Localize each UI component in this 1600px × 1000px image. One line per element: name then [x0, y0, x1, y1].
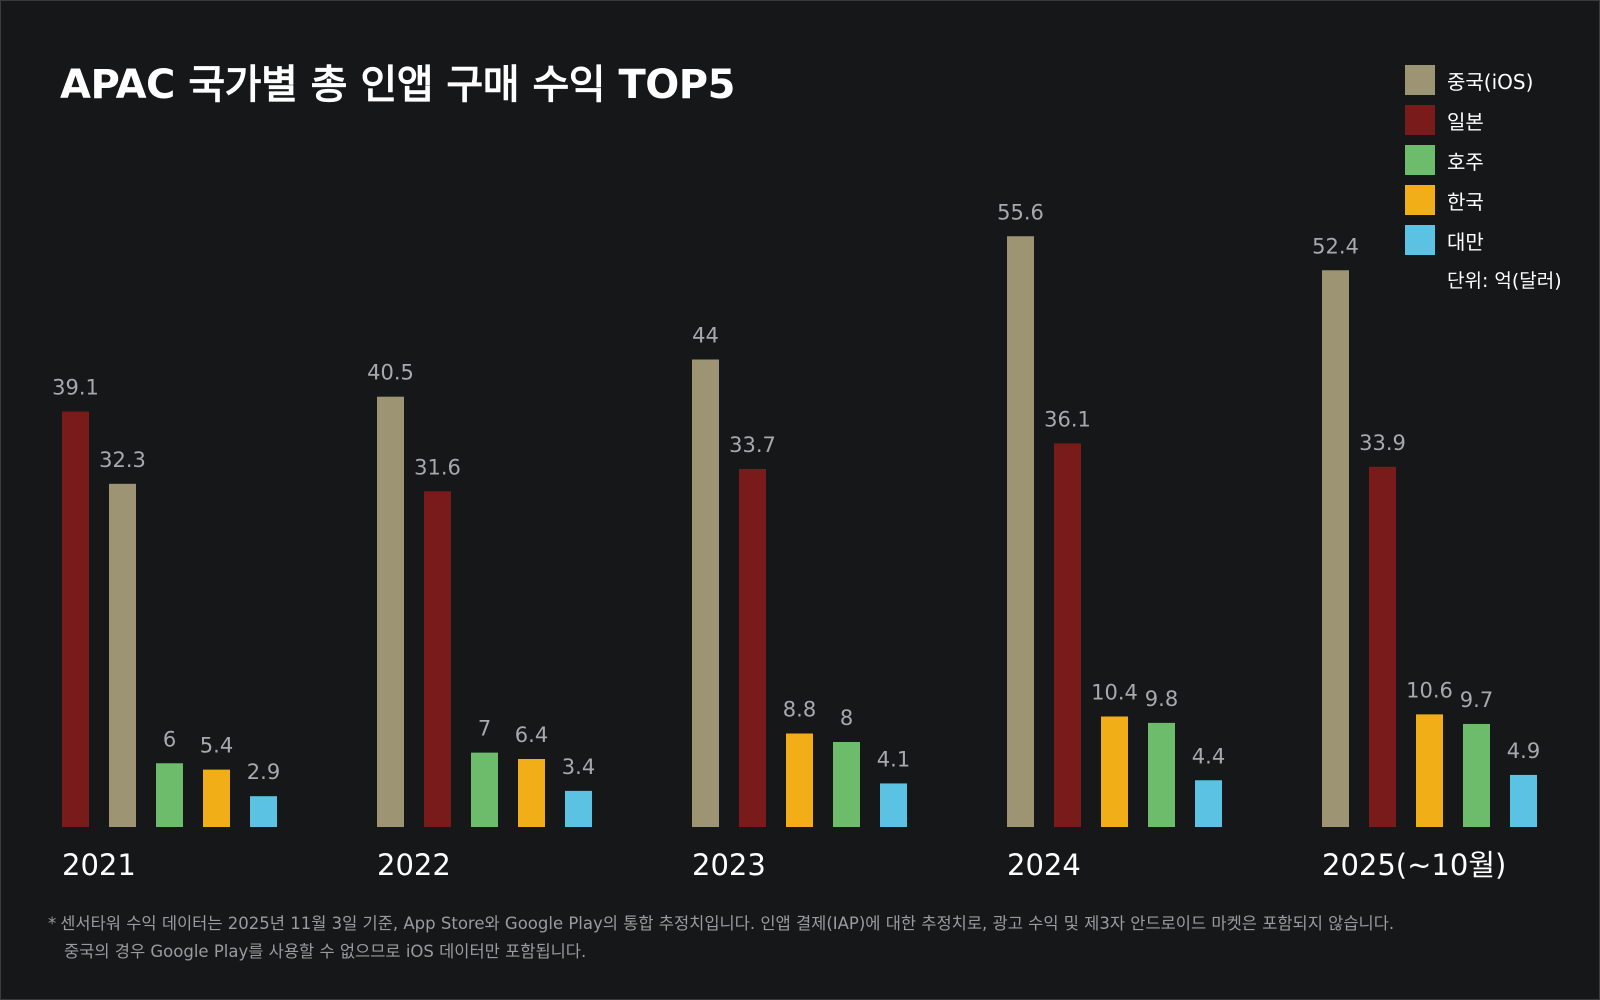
- legend-item: 호주: [1405, 140, 1595, 180]
- bar: [518, 759, 545, 827]
- bar: [692, 359, 719, 827]
- group-label: 2024: [1007, 848, 1081, 882]
- bar: [62, 411, 89, 827]
- bar: [786, 733, 813, 827]
- bar-value-label: 6.4: [515, 723, 548, 747]
- footnote-line-1: 센서타워 수익 데이터는 2025년 11월 3일 기준, App Store와…: [60, 914, 1395, 933]
- bar: [1416, 714, 1443, 827]
- legend-label: 한국: [1447, 189, 1484, 214]
- bar: [471, 752, 498, 827]
- legend-item: 한국: [1405, 180, 1595, 220]
- bar-value-label: 10.6: [1406, 678, 1453, 702]
- bar: [833, 742, 860, 827]
- bar-value-label: 52.4: [1312, 234, 1359, 258]
- legend-item: 일본: [1405, 100, 1595, 140]
- bar-value-label: 7: [478, 717, 491, 741]
- bar-value-label: 6: [163, 727, 176, 751]
- group-label: 2022: [377, 848, 451, 882]
- bar: [156, 763, 183, 827]
- bar: [1369, 466, 1396, 827]
- legend-swatch: [1405, 225, 1435, 255]
- bar-value-label: 36.1: [1044, 407, 1091, 431]
- legend-swatch: [1405, 105, 1435, 135]
- legend-swatch: [1405, 145, 1435, 175]
- legend-item: 대만: [1405, 220, 1595, 260]
- bar: [1101, 716, 1128, 827]
- bar: [1148, 722, 1175, 827]
- bar: [250, 796, 277, 827]
- bar-value-label: 8: [840, 706, 853, 730]
- bar-value-label: 33.7: [729, 433, 776, 457]
- legend-item: 중국(iOS): [1405, 60, 1595, 100]
- bar-value-label: 9.7: [1460, 688, 1493, 712]
- bar-value-label: 44: [692, 324, 719, 348]
- footnote: * 센서타워 수익 데이터는 2025년 11월 3일 기준, App Store…: [48, 910, 1588, 966]
- bar-value-label: 2.9: [247, 760, 280, 784]
- footnote-mark: *: [48, 914, 57, 933]
- bar: [1322, 270, 1349, 827]
- bar: [1195, 780, 1222, 827]
- footnote-line-2: 중국의 경우 Google Play를 사용할 수 없으므로 iOS 데이터만 …: [64, 942, 587, 961]
- bar: [1463, 723, 1490, 827]
- bar-value-label: 3.4: [562, 755, 595, 779]
- legend-swatch: [1405, 185, 1435, 215]
- legend-label: 중국(iOS): [1447, 69, 1534, 94]
- bar-value-label: 8.8: [783, 698, 816, 722]
- bar: [377, 396, 404, 827]
- bar: [424, 491, 451, 827]
- bar: [739, 468, 766, 827]
- bar-value-label: 55.6: [997, 200, 1044, 224]
- bar-value-label: 40.5: [367, 361, 414, 385]
- unit-label: 단위: 억(달러): [1447, 270, 1562, 292]
- bar: [1007, 236, 1034, 827]
- bar-value-label: 4.9: [1507, 739, 1540, 763]
- bar-value-label: 31.6: [414, 455, 461, 479]
- legend-label: 호주: [1447, 149, 1484, 174]
- bar: [1054, 443, 1081, 827]
- bar-value-label: 32.3: [99, 448, 146, 472]
- bar: [1510, 774, 1537, 827]
- bar: [109, 483, 136, 827]
- bar-value-label: 39.1: [52, 376, 99, 400]
- legend-label: 일본: [1447, 109, 1484, 134]
- bar-value-label: 5.4: [200, 734, 233, 758]
- group-label: 2025(~10월): [1322, 848, 1506, 882]
- chart-title: APAC 국가별 총 인앱 구매 수익 TOP5: [60, 62, 735, 108]
- bar-value-label: 4.1: [877, 747, 910, 771]
- legend-label: 대만: [1447, 229, 1484, 254]
- bar-value-label: 33.9: [1359, 431, 1406, 455]
- group-label: 2023: [692, 848, 766, 882]
- bar-value-label: 4.4: [1192, 744, 1225, 768]
- bar: [880, 783, 907, 827]
- bar-value-label: 9.8: [1145, 687, 1178, 711]
- bar-value-label: 10.4: [1091, 681, 1138, 705]
- group-label: 2021: [62, 848, 136, 882]
- bar: [203, 769, 230, 827]
- bar: [565, 790, 592, 827]
- legend-swatch: [1405, 65, 1435, 95]
